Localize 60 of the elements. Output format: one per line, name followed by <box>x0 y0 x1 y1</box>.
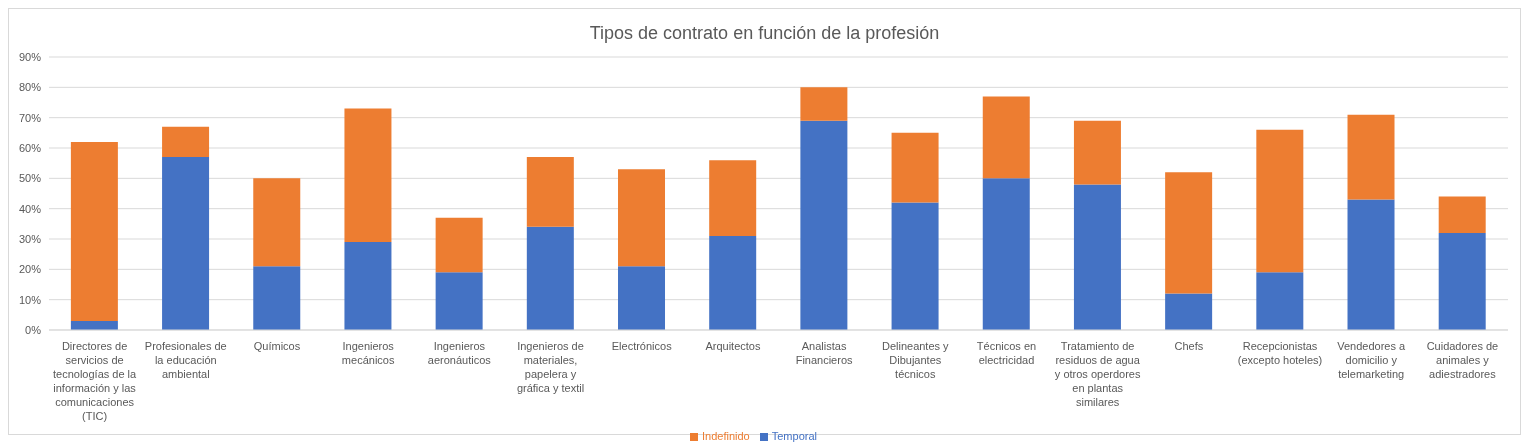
bar <box>1256 129 1304 273</box>
bar <box>800 87 848 121</box>
x-tick-label: Electrónicos <box>611 340 673 352</box>
bar <box>526 226 574 330</box>
bar <box>982 178 1030 330</box>
x-tick-label: Técnicos en electricidad <box>976 340 1037 366</box>
legend-label: Indefinido <box>702 430 750 442</box>
y-tick-label: 90% <box>18 50 42 63</box>
bar <box>1165 172 1213 294</box>
y-tick-label: 0% <box>25 323 42 336</box>
bar <box>1347 199 1395 330</box>
legend-label: Temporal <box>771 430 817 442</box>
y-tick-label: 60% <box>18 141 42 154</box>
bar <box>709 235 757 330</box>
x-tick-label: Ingenieros mecánicos <box>341 340 395 366</box>
bar <box>253 266 301 330</box>
x-tick-label: Arquitectos <box>705 340 761 352</box>
bar <box>435 272 483 330</box>
bar <box>162 157 210 330</box>
x-tick-label: Cuidadores de animales y adiestradores <box>1426 340 1499 380</box>
y-tick-label: 50% <box>18 172 42 185</box>
y-tick-label: 40% <box>18 202 42 215</box>
bar <box>1438 232 1486 330</box>
bar <box>891 202 939 330</box>
y-tick-label: 30% <box>18 232 42 245</box>
x-tick-label: Delineantes y Dibujantes técnicos <box>881 340 950 380</box>
bar <box>800 120 848 330</box>
y-tick-label: 70% <box>18 111 42 124</box>
bar <box>70 141 118 321</box>
bar <box>526 157 574 227</box>
bar <box>1256 272 1304 330</box>
bar <box>1438 196 1486 233</box>
chart-title: Tipos de contrato en función de la profesión <box>588 23 941 45</box>
x-tick-label: Ingenieros de materiales, papelera y gráfica y textil <box>516 340 585 394</box>
bar <box>982 96 1030 179</box>
x-tick-label: Directores de servicios de tecnologías de la información y las comunicaciones (TIC) <box>53 340 138 422</box>
x-tick-label: Ingenieros aeronáuticos <box>427 340 492 366</box>
y-tick-label: 80% <box>18 81 42 94</box>
x-tick-label: Químicos <box>253 340 301 352</box>
bar <box>891 132 939 203</box>
bar <box>1347 114 1395 200</box>
bar <box>1165 293 1213 330</box>
y-tick-label: 10% <box>18 293 42 306</box>
bar <box>435 217 483 273</box>
bar <box>344 242 392 330</box>
bar <box>618 169 666 267</box>
bar <box>618 266 666 330</box>
y-tick-label: 20% <box>18 263 42 276</box>
bar <box>709 160 757 236</box>
x-tick-label: Vendedores a domicilio y telemarketing <box>1337 340 1407 380</box>
bar <box>1073 184 1121 330</box>
x-tick-label: Analistas Financieros <box>795 340 854 366</box>
x-tick-label: Profesionales de la educación ambiental <box>144 340 227 380</box>
bar <box>162 126 210 158</box>
bar <box>344 108 392 243</box>
bar <box>1073 120 1121 185</box>
x-tick-label: Recepcionistas (excepto hoteles) <box>1237 340 1323 366</box>
x-tick-label: Tratamiento de residuos de agua y otros operdores en plantas similares <box>1054 340 1141 408</box>
x-tick-label: Chefs <box>1174 340 1204 352</box>
bar <box>253 178 301 267</box>
